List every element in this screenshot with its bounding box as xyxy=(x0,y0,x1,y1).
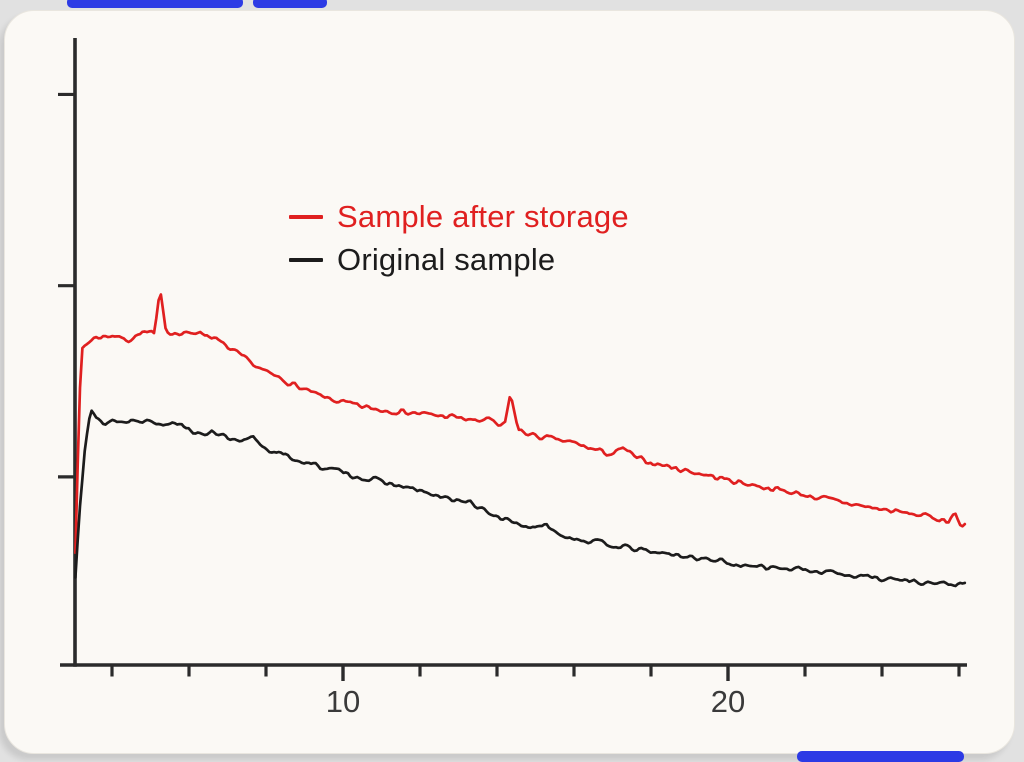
legend-label-after-storage: Sample after storage xyxy=(337,199,629,234)
redaction-bar-top-left xyxy=(67,0,243,8)
x-tick-label-10: 10 xyxy=(325,684,361,719)
redaction-bar-top-right xyxy=(253,0,327,8)
legend-item-after-storage: Sample after storage xyxy=(289,195,629,238)
legend-line-swatch-black xyxy=(289,257,323,262)
redaction-bar-bottom xyxy=(797,751,964,762)
x-tick-label-20: 20 xyxy=(710,684,746,719)
chart-legend: Sample after storage Original sample xyxy=(289,195,629,281)
series-line-original xyxy=(74,409,967,588)
chart-card xyxy=(4,10,1015,754)
legend-item-original: Original sample xyxy=(289,238,629,281)
legend-label-original: Original sample xyxy=(337,242,556,277)
series-line-after-storage xyxy=(74,293,967,555)
axis-ticks xyxy=(58,92,961,681)
legend-line-swatch-red xyxy=(289,214,323,219)
